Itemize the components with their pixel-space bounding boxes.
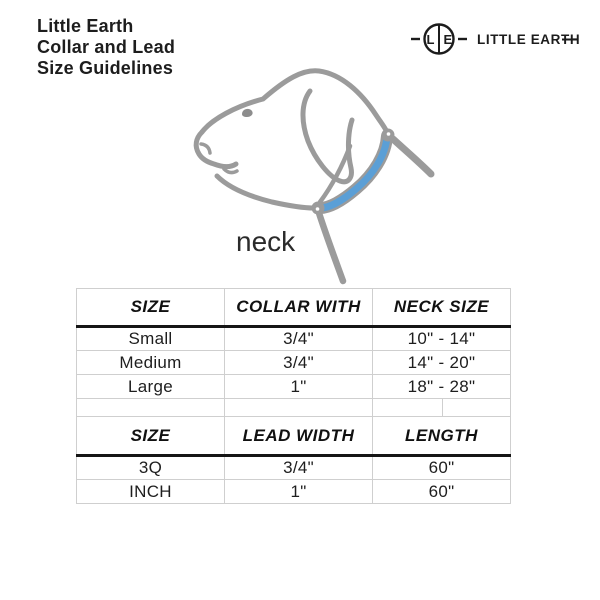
cell-size: Small bbox=[76, 326, 225, 351]
dog-outline bbox=[193, 68, 435, 285]
cell-neck: 14" - 20" bbox=[372, 350, 511, 375]
collar-header-neck: NECK SIZE bbox=[372, 288, 511, 328]
size-guide-table: SIZE COLLAR WITH NECK SIZE Small 3/4" 10… bbox=[76, 288, 511, 504]
table-spacer-row bbox=[76, 398, 511, 417]
collar-band bbox=[314, 130, 393, 214]
lead-header-size: SIZE bbox=[76, 416, 225, 457]
table-row-large: Large 1" 18" - 28" bbox=[76, 374, 511, 399]
cell-width: 3/4" bbox=[224, 326, 373, 351]
cell-length: 60" bbox=[372, 455, 511, 480]
lead-strap bbox=[389, 135, 435, 178]
page-title-line-1: Little Earth bbox=[37, 16, 134, 36]
cell-size: 3Q bbox=[76, 455, 225, 480]
table-row-inch: INCH 1" 60" bbox=[76, 479, 511, 504]
collar-table-header-row: SIZE COLLAR WITH NECK SIZE bbox=[76, 288, 511, 328]
little-earth-logo: L E LITTLE EARTH bbox=[411, 23, 580, 55]
dog-eye bbox=[242, 108, 253, 117]
page-title-line-2: Collar and Lead bbox=[37, 37, 176, 57]
table-row-small: Small 3/4" 10" - 14" bbox=[76, 326, 511, 351]
cell-neck: 10" - 14" bbox=[372, 326, 511, 351]
collar-rings bbox=[311, 128, 395, 215]
lead-header-width: LEAD WIDTH bbox=[224, 416, 373, 457]
collar-header-size: SIZE bbox=[76, 288, 225, 328]
lead-header-length: LENGTH bbox=[372, 416, 511, 457]
cell-neck: 18" - 28" bbox=[372, 374, 511, 399]
cell-size: Medium bbox=[76, 350, 225, 375]
neck-label: neck bbox=[236, 226, 296, 257]
logo-monogram-icon bbox=[411, 23, 578, 55]
cell-width: 1" bbox=[224, 479, 373, 504]
cell-width: 3/4" bbox=[224, 350, 373, 375]
cell-size: Large bbox=[76, 374, 225, 399]
page-title: Little Earth Collar and Lead Size Guidel… bbox=[37, 16, 175, 79]
cell-width: 3/4" bbox=[224, 455, 373, 480]
dog-head-illustration bbox=[193, 68, 435, 285]
lead-table-header-row: SIZE LEAD WIDTH LENGTH bbox=[76, 416, 511, 457]
collar-header-width: COLLAR WITH bbox=[224, 288, 373, 328]
logo-brand-text: LITTLE EARTH bbox=[477, 32, 580, 47]
logo-letter-e: E bbox=[444, 32, 453, 47]
table-row-medium: Medium 3/4" 14" - 20" bbox=[76, 350, 511, 375]
page-title-line-3: Size Guidelines bbox=[37, 58, 174, 78]
cell-length: 60" bbox=[372, 479, 511, 504]
cell-size: INCH bbox=[76, 479, 225, 504]
logo-letter-l: L bbox=[427, 32, 435, 47]
cell-width: 1" bbox=[224, 374, 373, 399]
table-row-3q: 3Q 3/4" 60" bbox=[76, 455, 511, 480]
